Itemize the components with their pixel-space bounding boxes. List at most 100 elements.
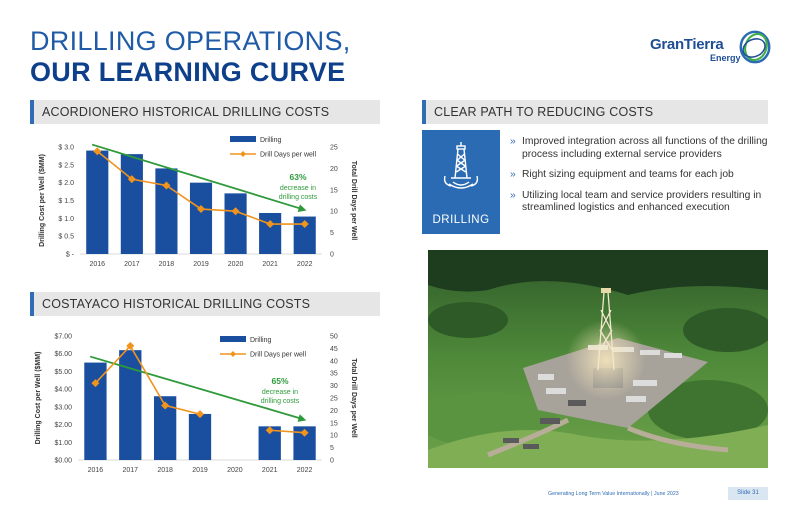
y2-tick-label: 15 <box>330 187 338 194</box>
point-drill-days-2019 <box>196 410 204 419</box>
section-costayaco: COSTAYACO HISTORICAL DRILLING COSTS <box>30 292 380 316</box>
footer-text: Generating Long Term Value International… <box>548 491 679 497</box>
point-drill-days-2017 <box>127 175 136 184</box>
x-tick-label: 2020 <box>228 261 244 268</box>
bar-drilling-2019 <box>189 182 213 254</box>
y-axis-title: Drilling Cost per Well ($MM) <box>39 154 46 247</box>
x-tick-label: 2021 <box>262 261 278 268</box>
x-tick-label: 2017 <box>122 467 138 474</box>
legend-marker-line <box>230 351 236 357</box>
y2-tick-label: 45 <box>330 346 338 353</box>
y2-tick-label: 0 <box>330 458 334 465</box>
line-drill-days <box>269 429 305 434</box>
bar-drilling-2020 <box>224 193 247 254</box>
y-tick-label: $ 3.0 <box>58 145 74 152</box>
bar-drilling-2018 <box>155 168 178 254</box>
y-tick-label: $2.00 <box>54 422 72 429</box>
bullet-right-sizing: Right sizing equipment and teams for eac… <box>508 169 773 182</box>
bar-drilling-2017 <box>120 154 143 254</box>
y-tick-label: $7.00 <box>54 334 72 341</box>
bar-drilling-2016 <box>84 362 107 460</box>
y-tick-label: $6.00 <box>54 351 72 358</box>
point-drill-days-2017 <box>126 341 135 350</box>
x-tick-label: 2016 <box>89 261 105 268</box>
point-drill-days-2016 <box>91 379 100 388</box>
point-drill-days-2022 <box>300 428 309 437</box>
point-drill-days-2021 <box>266 220 275 229</box>
x-tick-label: 2022 <box>297 467 313 474</box>
x-tick-label: 2021 <box>262 467 278 474</box>
x-tick-label: 2016 <box>88 467 104 474</box>
point-drill-days-2018 <box>162 181 171 190</box>
point-drill-days-2022 <box>300 220 309 229</box>
cost-reduction-list: Improved integration across all function… <box>508 136 773 223</box>
y-tick-label: $ 2.0 <box>58 180 74 187</box>
section-clear-path: CLEAR PATH TO REDUCING COSTS <box>422 100 768 124</box>
annotation-percent: 65% <box>271 376 288 386</box>
y2-tick-label: 50 <box>330 334 338 341</box>
y2-tick-label: 5 <box>330 230 334 237</box>
annotation-percent: 63% <box>289 172 306 182</box>
point-drill-days-2018 <box>161 401 170 410</box>
y2-tick-label: 15 <box>330 420 338 427</box>
y-axis-title: Drilling Cost per Well ($MM) <box>35 352 42 445</box>
page-title-line1: DRILLING OPERATIONS, <box>30 26 351 56</box>
y-tick-label: $ 2.5 <box>58 162 74 169</box>
bar-drilling-2021 <box>258 426 281 460</box>
y2-tick-label: 0 <box>330 252 334 259</box>
acordionero-chart: Drilling Cost per Well ($MM) Total Drill … <box>39 136 357 268</box>
bullet-integration: Improved integration across all function… <box>508 136 773 161</box>
bar-drilling-2021 <box>259 212 282 254</box>
point-drill-days-2016 <box>93 147 102 156</box>
bar-drilling-2022 <box>293 426 316 460</box>
drilling-site-photo <box>428 250 768 468</box>
point-drill-days-2020 <box>231 207 240 216</box>
annotation-line1: decrease in <box>262 389 298 396</box>
annotation-line1: decrease in <box>280 185 316 192</box>
logo-name: GranTierra <box>650 36 724 53</box>
x-tick-label: 2019 <box>193 261 209 268</box>
legend-swatch-drilling <box>230 136 256 142</box>
trend-arrowhead <box>297 204 307 213</box>
y2-tick-label: 40 <box>330 358 338 365</box>
y-tick-label: $5.00 <box>54 369 72 376</box>
y2-tick-label: 10 <box>330 209 338 216</box>
y2-tick-label: 10 <box>330 433 338 440</box>
y-tick-label: $ 1.5 <box>58 198 74 205</box>
legend-label-drilling: Drilling <box>250 337 272 344</box>
legend-label-drill-days: Drill Days per well <box>260 152 316 159</box>
x-tick-label: 2020 <box>227 467 243 474</box>
x-tick-label: 2019 <box>192 467 208 474</box>
drilling-rig-icon <box>443 142 479 189</box>
y2-tick-label: 30 <box>330 383 338 390</box>
line-drill-days <box>94 344 201 415</box>
legend-label-drill-days: Drill Days per well <box>250 352 306 359</box>
logo-ring-icon <box>739 30 771 64</box>
bar-drilling-2017 <box>119 350 142 460</box>
trend-arrowhead <box>297 414 307 422</box>
y2-tick-label: 5 <box>330 445 334 452</box>
bar-drilling-2016 <box>86 150 109 254</box>
x-tick-label: 2022 <box>297 261 313 268</box>
bullet-local-team: Utilizing local team and service provide… <box>508 190 773 215</box>
legend-label-drilling: Drilling <box>260 137 282 144</box>
bar-drilling-2019 <box>188 413 212 460</box>
y-tick-label: $ 0.5 <box>58 234 74 241</box>
x-tick-label: 2017 <box>124 261 140 268</box>
y2-tick-label: 20 <box>330 408 338 415</box>
y-tick-label: $0.00 <box>54 458 72 465</box>
slide-number: Slide 31 <box>728 487 768 500</box>
y-tick-label: $3.00 <box>54 404 72 411</box>
company-logo: GranTierra Energy <box>650 28 775 68</box>
costayaco-chart: Drilling Cost per Well ($MM) Total Drill … <box>35 334 357 475</box>
point-drill-days-2021 <box>265 426 274 435</box>
page-title-line2: OUR LEARNING CURVE <box>30 57 346 87</box>
point-drill-days-2019 <box>197 205 205 214</box>
y2-tick-label: 25 <box>330 145 338 152</box>
bar-drilling-2022 <box>293 216 316 254</box>
y-tick-label: $ - <box>66 252 75 259</box>
annotation-line2: drilling costs <box>279 194 318 201</box>
y2-tick-label: 25 <box>330 396 338 403</box>
x-tick-label: 2018 <box>157 467 173 474</box>
bar-drilling-2018 <box>153 396 177 460</box>
